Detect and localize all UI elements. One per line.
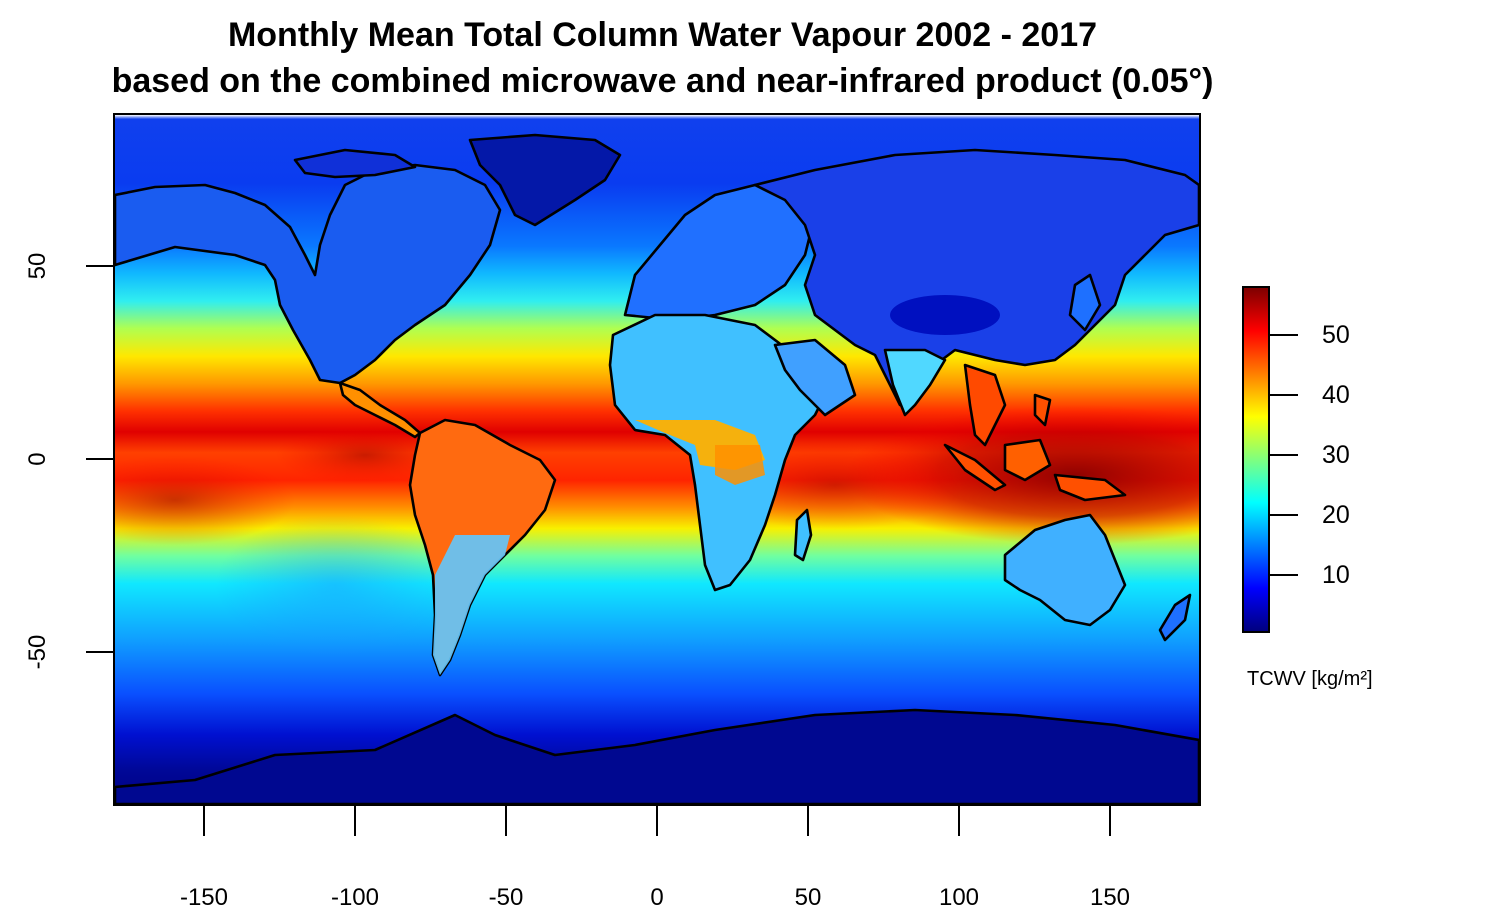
colorbar bbox=[1242, 286, 1270, 633]
north-america bbox=[115, 163, 502, 385]
colorbar-tick bbox=[1270, 454, 1298, 456]
colorbar-title: TCWV [kg/m²] bbox=[1247, 668, 1373, 690]
coastlines bbox=[115, 133, 1199, 804]
y-tick-0 bbox=[86, 458, 113, 460]
y-tick-label: -50 bbox=[24, 634, 51, 670]
australia bbox=[1003, 513, 1127, 627]
y-tick-label: 0 bbox=[24, 452, 51, 466]
x-tick bbox=[958, 806, 960, 836]
x-tick bbox=[203, 806, 205, 836]
colorbar-tick bbox=[1270, 574, 1298, 576]
colorbar-tick-label: 20 bbox=[1322, 501, 1350, 529]
x-tick-label: 100 bbox=[938, 884, 980, 911]
x-tick bbox=[656, 806, 658, 836]
colorbar-tick bbox=[1270, 514, 1298, 516]
greenland bbox=[468, 133, 622, 227]
x-tick-label: -100 bbox=[330, 884, 380, 911]
x-tick-label: -50 bbox=[488, 884, 524, 911]
x-tick bbox=[354, 806, 356, 836]
y-tick-50 bbox=[86, 265, 113, 267]
colorbar-tick-label: 50 bbox=[1322, 321, 1350, 349]
colorbar-tick-label: 10 bbox=[1322, 561, 1350, 589]
y-tick-label: 50 bbox=[24, 252, 51, 280]
y-tick-minus50 bbox=[86, 651, 113, 653]
map-plot-area bbox=[113, 113, 1201, 806]
x-tick-label: 50 bbox=[794, 884, 822, 911]
colorbar-tick bbox=[1270, 394, 1298, 396]
antarctica bbox=[115, 708, 1199, 804]
tcwv-heatmap bbox=[115, 115, 1199, 804]
x-tick-label: 150 bbox=[1089, 884, 1131, 911]
colorbar-tick-label: 40 bbox=[1322, 381, 1350, 409]
colorbar-tick-label: 30 bbox=[1322, 441, 1350, 469]
x-tick-label: -150 bbox=[179, 884, 229, 911]
chart-subtitle: based on the combined microwave and near… bbox=[111, 62, 1214, 100]
x-tick-label: 0 bbox=[650, 884, 664, 911]
colorbar-tick bbox=[1270, 334, 1298, 336]
x-tick bbox=[505, 806, 507, 836]
asia bbox=[753, 148, 1199, 407]
x-tick bbox=[1109, 806, 1111, 836]
chart-title: Monthly Mean Total Column Water Vapour 2… bbox=[227, 16, 1098, 54]
x-tick bbox=[807, 806, 809, 836]
